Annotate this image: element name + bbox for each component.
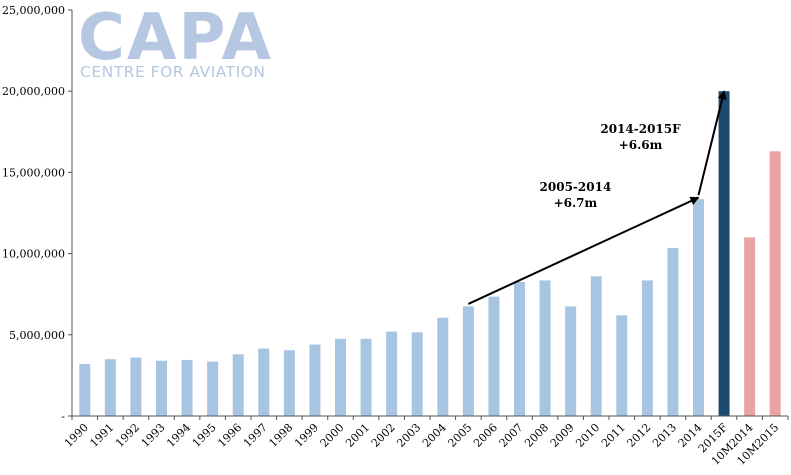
x-tick-label-2006: 2006 [471,421,500,450]
x-tick-label-2001: 2001 [343,421,372,450]
bar-1995 [207,361,219,416]
bar-10M2014 [744,237,756,416]
bar-2003 [411,332,423,416]
bar-1999 [309,344,321,416]
x-tick-label-1994: 1994 [164,421,193,450]
annotation-arrow [697,90,727,196]
bar-2010 [590,276,602,416]
bar-2000 [335,338,346,416]
bar-2008 [539,280,551,416]
x-tick-label-2012: 2012 [624,421,653,450]
x-tick-label-1997: 1997 [241,421,270,450]
bar-1991 [104,359,116,416]
y-tick-label: 20,000,000 [2,85,65,98]
y-tick-label: 5,000,000 [9,329,65,342]
bar-1996 [232,354,244,416]
annotation-label: +6.7m [554,196,598,210]
bar-2002 [386,331,398,416]
x-tick-label-2000: 2000 [318,421,347,450]
bar-2015F [718,91,730,416]
y-tick-label: 10,000,000 [2,248,65,261]
x-tick-label-2011: 2011 [599,421,628,450]
bar-1990 [79,364,91,416]
x-tick-label-1995: 1995 [190,421,219,450]
x-tick-label-1993: 1993 [139,421,168,450]
bar-2007 [514,282,525,416]
x-tick-label-2005: 2005 [445,421,474,450]
bars-layer [79,91,781,417]
x-tick-label-2004: 2004 [420,421,449,450]
bar-2005 [462,306,474,416]
bar-1994 [181,359,193,416]
x-tick-label-2002: 2002 [369,421,398,450]
bar-1992 [130,357,142,416]
bar-1997 [258,348,270,416]
y-tick-label: 15,000,000 [2,166,65,179]
x-tick-label-2003: 2003 [394,421,423,450]
bar-10M2015 [769,151,781,417]
annotations-layer: 2005-2014 +6.7m 2014-2015F +6.6m [467,90,727,305]
x-tick-label-1990: 1990 [62,421,91,450]
y-tick-label: - [61,410,65,423]
bar-2004 [437,317,449,416]
annotation-label: 2005-2014 [540,180,612,194]
x-tick-label-2009: 2009 [548,421,577,450]
bar-2012 [641,280,653,416]
annotation-label: +6.6m [619,138,663,152]
bar-1998 [283,350,295,416]
annotation-arrow [467,196,700,305]
bar-2009 [565,306,577,416]
logo-wordmark: CAPA [78,1,273,75]
capa-logo: CAPA CENTRE FOR AVIATION [78,1,273,81]
bar-1993 [156,360,167,416]
bar-2006 [488,296,500,416]
annotation-label: 2014-2015F [600,122,681,136]
x-tick-label-2008: 2008 [522,421,551,450]
bar-2001 [360,338,372,416]
x-tick-label-1999: 1999 [292,421,321,450]
x-tick-label-1991: 1991 [87,421,116,450]
x-tick-label-1992: 1992 [113,421,142,450]
x-tick-label-2013: 2013 [650,421,679,450]
x-tick-label-2007: 2007 [497,421,526,450]
bar-2014 [693,199,704,416]
bar-2013 [667,247,679,416]
logo-tagline: CENTRE FOR AVIATION [80,63,266,81]
y-tick-label: 25,000,000 [2,4,65,17]
bar-2011 [616,315,628,416]
x-tick-label-1996: 1996 [215,421,244,450]
x-tick-label-1998: 1998 [266,421,295,450]
x-tick-label-2010: 2010 [573,421,602,450]
